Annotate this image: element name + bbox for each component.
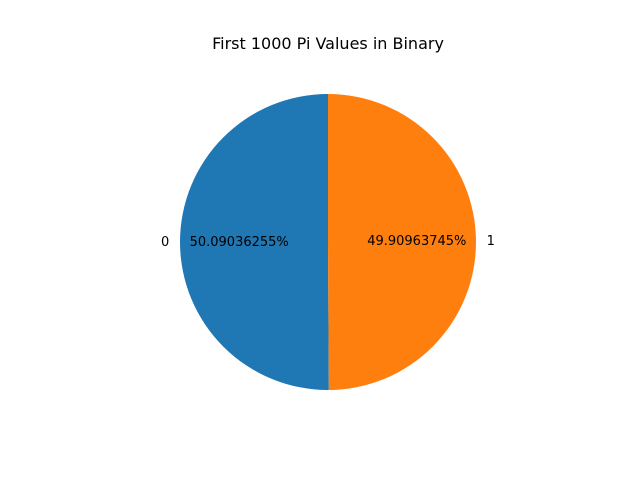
chart-title: First 1000 Pi Values in Binary (212, 34, 444, 53)
slice-label-1: 1 (487, 234, 495, 249)
pie-slice-0 (180, 94, 329, 390)
slice-label-0: 0 (161, 235, 169, 250)
pie-slice-1 (328, 94, 477, 390)
slice-percent-0: 50.09036255% (190, 235, 289, 250)
pie-slices (180, 94, 477, 390)
pie-labels: 0 50.09036255% 1 49.90963745% (161, 234, 495, 250)
slice-percent-1: 49.90963745% (367, 234, 466, 249)
